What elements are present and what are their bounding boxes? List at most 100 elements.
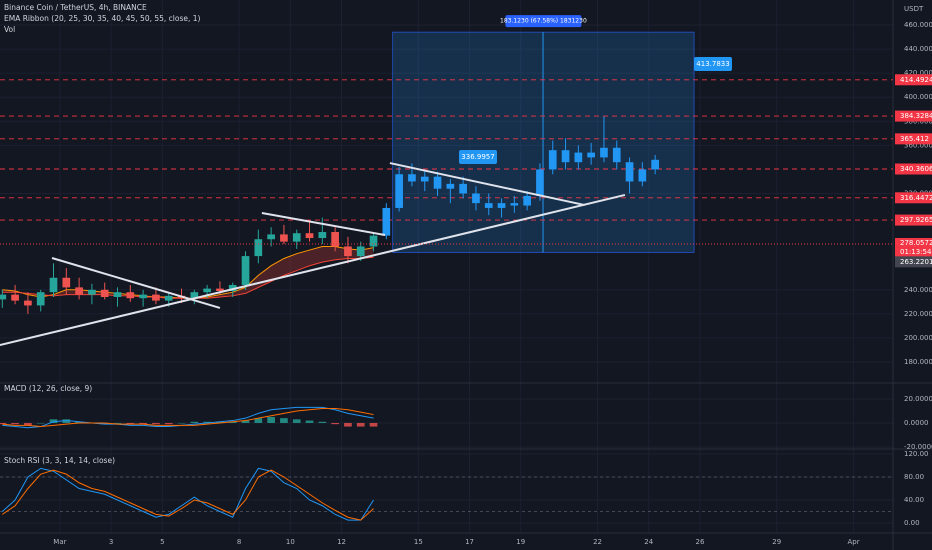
candle-body [100, 289, 109, 298]
macd-histogram-bar [190, 421, 199, 423]
candle-body [382, 207, 391, 236]
macd-histogram-bar [318, 421, 327, 423]
y-tick-label: 0.0000 [904, 419, 929, 427]
level-label: 297.9265 [900, 216, 932, 224]
level-label-bg [895, 214, 932, 226]
macd-histogram-bar [152, 422, 160, 425]
macd-histogram-bar [241, 420, 250, 423]
x-tick-label: 15 [414, 538, 423, 546]
candle-body [369, 235, 378, 247]
candle-body [11, 294, 19, 301]
macd-histogram-bar [11, 422, 19, 425]
level-label: 340.3606 [900, 165, 932, 173]
candle-body [305, 233, 314, 239]
macd-histogram-bar [267, 416, 275, 423]
x-tick-label: 10 [286, 538, 295, 546]
macd-histogram-bar [292, 419, 301, 423]
x-tick-label: 12 [337, 538, 346, 546]
macd-histogram-bar [139, 422, 147, 425]
candle-body [638, 169, 647, 182]
candle-body [548, 150, 557, 170]
y-tick-label: 460.0000 [904, 21, 932, 29]
level-label: 316.4472 [900, 194, 932, 202]
candle-body [561, 150, 570, 163]
candle-body [126, 292, 135, 299]
macd-histogram-bar [100, 422, 109, 425]
y-tick-label: 180.0000 [904, 358, 932, 366]
macd-histogram-bar [126, 422, 135, 425]
candle-body [318, 232, 327, 239]
x-tick-label: 8 [237, 538, 241, 546]
candle-body [292, 233, 301, 242]
candle-body [75, 287, 83, 295]
callout-bg [459, 150, 497, 164]
macd-histogram-bar [164, 422, 173, 425]
marker-price-bg [895, 256, 932, 268]
candle-body [164, 295, 173, 301]
candle-body [190, 292, 199, 299]
currency: USDT [904, 5, 924, 13]
macd-line [2, 406, 374, 429]
range-label-bg [505, 15, 582, 28]
candle-body [344, 246, 352, 257]
x-tick-label: Mar [53, 538, 66, 546]
level-label: 414.4924 [900, 76, 932, 84]
candle-body [62, 277, 71, 288]
candle-body [420, 176, 429, 182]
candle-body [36, 292, 45, 306]
level-label-bg [895, 192, 932, 204]
macd-histogram-bar [254, 418, 263, 423]
candle-body [356, 246, 365, 257]
macd-histogram-bar [305, 420, 314, 423]
trendline [0, 193, 626, 347]
candle-body [267, 234, 275, 240]
level-label-bg [895, 74, 932, 86]
candle-body [651, 159, 659, 170]
candle-body [459, 183, 467, 194]
level-label-bg [895, 110, 932, 122]
candle-body [88, 289, 96, 295]
countdown: 01:13:54 [900, 248, 932, 256]
macd-legend: MACD (12, 26, close, 9) [4, 384, 92, 393]
y-tick-label: 420.0000 [904, 69, 932, 77]
candle-body [280, 234, 288, 242]
macd-histogram-bar [0, 422, 7, 425]
level-label-bg [895, 163, 932, 175]
callout: 336.9957 [461, 153, 494, 161]
macd-histogram-bar [49, 419, 58, 423]
candle-body [331, 232, 339, 247]
last-price-label: 278.0572 [900, 239, 932, 247]
candle-body [408, 174, 416, 182]
candle-body [484, 203, 493, 208]
y-tick-label: 240.0000 [904, 286, 932, 294]
macd-histogram-bar [36, 422, 45, 424]
candle-body [0, 294, 7, 300]
candle-body [574, 152, 583, 163]
y-tick-label: 120.00 [904, 450, 929, 458]
macd-histogram-bar [216, 421, 224, 423]
candle-body [433, 176, 442, 189]
candle-body [510, 203, 519, 206]
x-tick-label: 24 [644, 538, 653, 546]
x-tick-label: 26 [695, 538, 704, 546]
y-tick-label: 80.00 [904, 473, 924, 481]
macd-histogram-bar [344, 422, 352, 427]
y-tick-label: 0.00 [904, 519, 920, 527]
candle-body [49, 277, 58, 293]
macd-histogram-bar [369, 422, 378, 427]
y-tick-label: 40.00 [904, 496, 924, 504]
candle-body [523, 195, 531, 206]
macd-histogram-bar [203, 421, 211, 423]
x-tick-label: Apr [848, 538, 860, 546]
x-tick-label: 19 [516, 538, 525, 546]
macd-histogram-bar [75, 421, 83, 423]
callout-bg [694, 57, 732, 71]
candle-body [139, 294, 147, 299]
candle-body [152, 294, 160, 301]
candle-body [241, 256, 250, 285]
x-tick-label: 29 [772, 538, 781, 546]
y-tick-label: 440.0000 [904, 45, 932, 53]
x-tick-label: 22 [593, 538, 602, 546]
candle-body [216, 288, 224, 291]
